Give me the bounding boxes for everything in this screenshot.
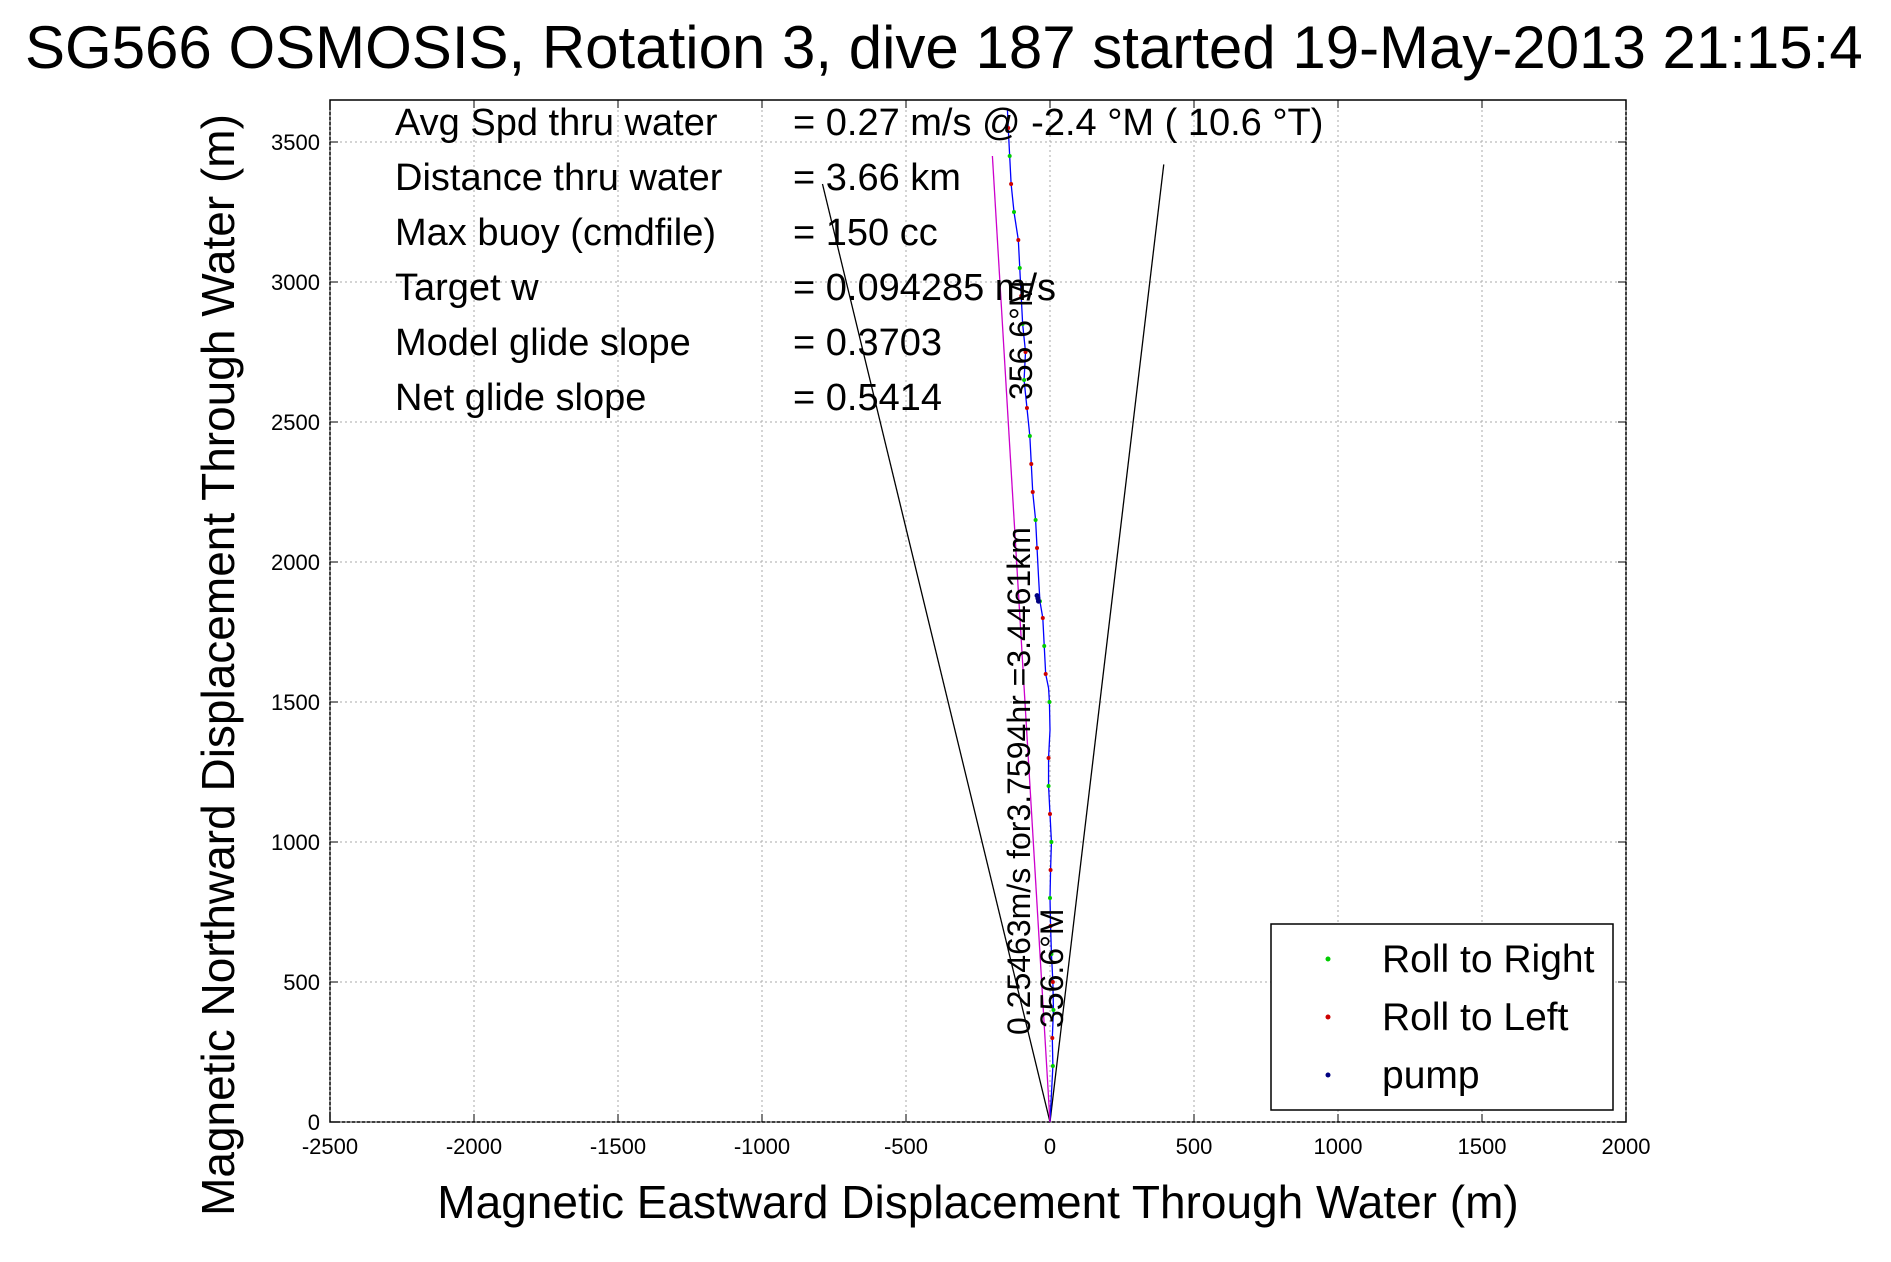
marker-roll-left: [1050, 1036, 1055, 1040]
track-annotation: 0.25463m/s for3.7594hr =3.4461km: [1001, 527, 1037, 1035]
y-axis-title: Magnetic Northward Displacement Through …: [192, 114, 244, 1216]
x-tick-label: 1000: [1314, 1134, 1363, 1159]
marker-roll-left: [1046, 756, 1051, 760]
legend-label: Roll to Right: [1382, 938, 1595, 981]
y-tick-label: 500: [283, 970, 320, 995]
marker-roll-left: [1016, 238, 1021, 242]
marker-roll-left: [1006, 126, 1011, 130]
legend-label: pump: [1382, 1054, 1480, 1097]
marker-roll-left: [1048, 812, 1052, 816]
marker-roll-right: [1046, 784, 1051, 788]
marker-roll-left: [1009, 182, 1014, 186]
marker-roll-right: [1049, 840, 1054, 844]
marker-roll-right: [1050, 1064, 1055, 1068]
x-tick-label: 0: [1044, 1134, 1056, 1159]
chart-title: SG566 OSMOSIS, Rotation 3, dive 187 star…: [25, 14, 1863, 81]
x-axis-ticks: -2500 -2000 -1500 -1000 -500 0 500 1000 1500 2000: [302, 100, 1651, 1159]
legend-marker: [1325, 1014, 1331, 1020]
marker-roll-right: [1033, 518, 1038, 522]
marker-roll-left: [1043, 672, 1048, 676]
info-value: = 150 cc: [793, 212, 938, 254]
x-tick-label: 1500: [1458, 1134, 1507, 1159]
x-tick-label: 500: [1176, 1134, 1213, 1159]
legend: Roll to Right Roll to Left pump: [1270, 923, 1614, 1111]
info-label: Net glide slope: [395, 377, 646, 419]
info-value: = 0.094285 m/s: [793, 267, 1056, 309]
info-value: = 0.27 m/s @ -2.4 °M ( 10.6 °T): [793, 102, 1323, 144]
marker-roll-left: [1048, 868, 1053, 872]
y-tick-label: 2000: [271, 550, 320, 575]
x-tick-label: -1500: [590, 1134, 646, 1159]
marker-roll-left: [1024, 406, 1029, 410]
series-line-magenta-line: [991, 155, 1051, 1123]
info-label: Distance thru water: [395, 157, 723, 199]
info-value: = 0.5414: [793, 377, 942, 419]
info-label: Model glide slope: [395, 322, 691, 364]
x-tick-label: -2000: [446, 1134, 502, 1159]
marker-roll-left: [1050, 980, 1055, 984]
y-axis-ticks: 0 500 1000 1500 2000 2500 3000 3500: [271, 130, 1626, 1135]
y-tick-label: 1500: [271, 690, 320, 715]
y-tick-label: 1000: [271, 830, 320, 855]
x-axis-title: Magnetic Eastward Displacement Through W…: [437, 1176, 1518, 1228]
dive-info: Avg Spd thru water = 0.27 m/s @ -2.4 °M (…: [395, 102, 1323, 419]
marker-roll-right: [1012, 210, 1016, 214]
heading-annotation-top: 356.6°M: [1003, 280, 1039, 400]
marker-roll-right: [1047, 700, 1052, 704]
marker-roll-left: [1030, 490, 1035, 494]
x-tick-label: -1000: [734, 1134, 790, 1159]
info-label: Target w: [395, 267, 539, 309]
info-label: Max buoy (cmdfile): [395, 212, 716, 254]
x-tick-label: -500: [884, 1134, 928, 1159]
info-value: = 0.3703: [793, 322, 942, 364]
y-tick-label: 2500: [271, 410, 320, 435]
y-tick-label: 3500: [271, 130, 320, 155]
x-tick-label: -2500: [302, 1134, 358, 1159]
marker-pump: [1034, 593, 1040, 599]
y-tick-label: 0: [308, 1110, 320, 1135]
marker-roll-right: [1020, 322, 1025, 326]
legend-marker: [1325, 956, 1331, 962]
legend-marker: [1325, 1072, 1331, 1078]
marker-roll-left: [1048, 924, 1053, 928]
x-tick-label: 2000: [1602, 1134, 1651, 1159]
grid: [329, 100, 1627, 1123]
marker-roll-right: [1049, 952, 1054, 956]
marker-roll-right: [1007, 154, 1012, 158]
legend-label: Roll to Left: [1382, 996, 1569, 1039]
marker-roll-right: [1051, 1008, 1056, 1012]
marker-roll-right: [1022, 378, 1027, 382]
marker-roll-left: [1019, 294, 1024, 298]
marker-roll-right: [1027, 434, 1032, 438]
marker-roll-right: [1017, 266, 1022, 270]
markers: [1006, 126, 1056, 1068]
marker-roll-left: [1040, 616, 1045, 620]
info-value: = 3.66 km: [793, 157, 961, 199]
marker-roll-right: [1042, 644, 1047, 648]
marker-roll-right: [1048, 896, 1052, 900]
marker-roll-left: [1023, 350, 1028, 354]
y-tick-label: 3000: [271, 270, 320, 295]
wedge-line: [821, 183, 1051, 1123]
marker-roll-left: [1035, 546, 1040, 550]
info-label: Avg Spd thru water: [395, 102, 718, 144]
marker-roll-left: [1029, 462, 1034, 466]
heading-annotation-bottom: 356.6°M: [1034, 908, 1070, 1028]
wedge-line: [1049, 164, 1165, 1123]
